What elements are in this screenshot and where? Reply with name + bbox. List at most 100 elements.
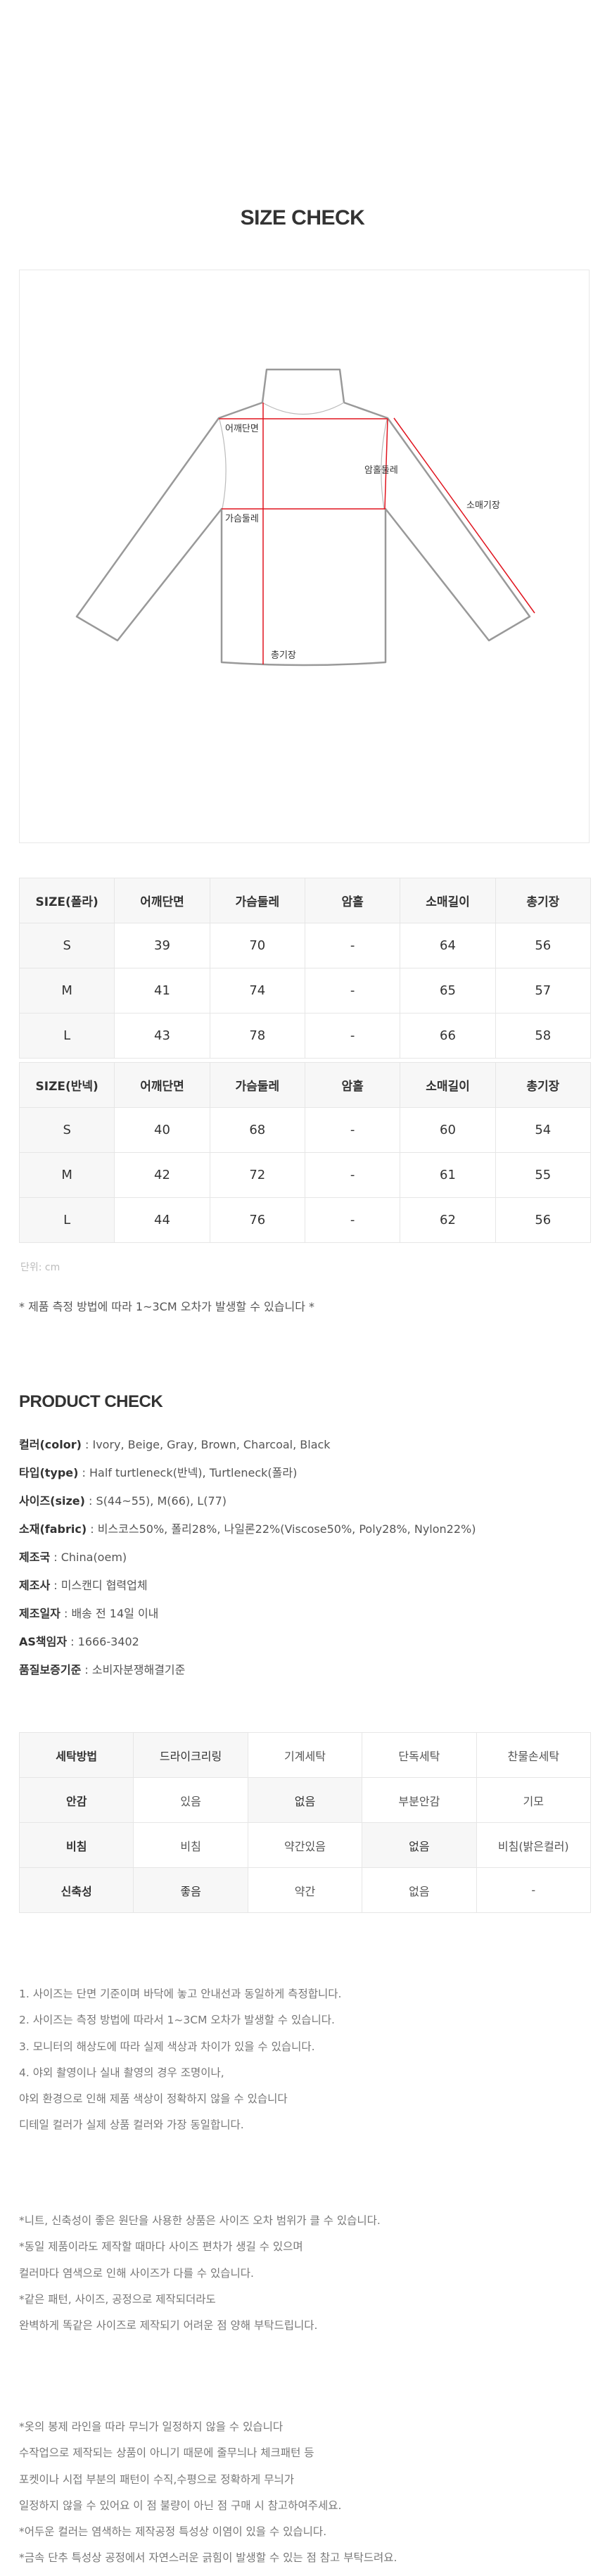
header-cell: 소매길이	[400, 1062, 496, 1108]
info-value: : 미스캔디 협력업체	[50, 1579, 148, 1592]
care-row-washing: 세탁방법 드라이크리링 기계세탁 단독세탁 찬물손세탁	[18, 1732, 592, 1778]
note-line: 3. 모니터의 해상도에 따라 실제 색상과 차이가 있을 수 있습니다.	[19, 2040, 315, 2053]
armhole-line	[384, 418, 388, 510]
table-cell: 76	[209, 1197, 305, 1243]
note-line: *옷의 봉제 라인을 따라 무늬가 일정하지 않을 수 있습니다	[19, 2420, 284, 2433]
info-value: : 1666-3402	[67, 1635, 139, 1648]
unit-label: 단위: cm	[20, 1262, 60, 1273]
product-info-date: 제조일자 : 배송 전 14일 이내	[19, 1605, 476, 1633]
care-info-table: 세탁방법 드라이크리링 기계세탁 단독세탁 찬물손세탁 안감 있음 없음 부분안감 기모 비침 비…	[18, 1732, 592, 1913]
product-info-list: 컬러(color) : Ivory, Beige, Gray, Brown, C…	[19, 1436, 476, 1689]
label-sleeve: 소매기장	[466, 500, 500, 511]
size-table-turtleneck: SIZE(폴라) 어깨단면 가슴둘레 암홀 소매길이 총기장 S 39 70-64 5…	[18, 878, 592, 1059]
notes-group-knit: *니트, 신축성이 좋은 원단을 사용한 상품은 사이즈 오차 범위가 클 수 …	[19, 2212, 381, 2343]
info-label: 컬러(color)	[19, 1438, 82, 1451]
info-label: 소재(fabric)	[19, 1522, 87, 1536]
table-cell: 54	[495, 1107, 592, 1153]
neckline	[262, 402, 345, 415]
size-cell: M	[18, 1152, 115, 1198]
care-cell: 기계세탁	[247, 1732, 363, 1778]
note-line: 4. 야외 촬영이나 실내 촬영의 경우 조명이나,	[19, 2066, 224, 2079]
care-label: 세탁방법	[18, 1732, 134, 1778]
note-line: 컬러마다 염색으로 인해 사이즈가 다를 수 있습니다.	[19, 2266, 254, 2280]
notes-group-pattern: *옷의 봉제 라인을 따라 무늬가 일정하지 않을 수 있습니다 수작업으로 제…	[19, 2418, 397, 2576]
measurement-note: * 제품 측정 방법에 따라 1~3CM 오차가 발생할 수 있습니다 *	[19, 1300, 315, 1313]
care-cell: 약간있음	[247, 1822, 363, 1868]
measurement-diagram	[19, 270, 590, 843]
note-line: *같은 패턴, 사이즈, 공정으로 제작되더라도	[19, 2292, 216, 2306]
table-cell: -	[304, 1152, 401, 1198]
table-cell: 43	[114, 1013, 210, 1059]
table-cell: 60	[400, 1107, 496, 1153]
jacket-outline	[75, 368, 531, 667]
sleeve-line	[393, 417, 535, 614]
header-cell: 어깨단면	[114, 1062, 210, 1108]
size-cell: L	[18, 1197, 115, 1243]
info-value: : S(44~55), M(66), L(77)	[84, 1494, 227, 1508]
table-cell: -	[304, 1013, 401, 1059]
body-outline	[75, 401, 531, 667]
note-line: 디테일 컬러가 실제 상품 컬러와 가장 동일합니다.	[19, 2119, 244, 2132]
label-chest: 가슴둘레	[225, 514, 259, 524]
table-header-row: SIZE(폴라) 어깨단면 가슴둘레 암홀 소매길이 총기장	[18, 878, 592, 923]
product-info-color: 컬러(color) : Ivory, Beige, Gray, Brown, C…	[19, 1436, 476, 1464]
table-cell: 42	[114, 1152, 210, 1198]
note-line: *니트, 신축성이 좋은 원단을 사용한 상품은 사이즈 오차 범위가 클 수 …	[19, 2214, 381, 2227]
info-label: 제조사	[19, 1579, 51, 1592]
note-line: 완벽하게 똑같은 사이즈로 제작되기 어려운 점 양해 부탁드립니다.	[19, 2319, 318, 2332]
info-value: : 비스코스50%, 폴리28%, 나일론22%(Viscose50%, Pol…	[87, 1522, 476, 1536]
notes-group-size-color: 1. 사이즈는 단면 기준이며 바닥에 놓고 안내선과 동일하게 측정합니다. …	[19, 1985, 341, 2143]
table-cell: 65	[400, 968, 496, 1014]
note-line: 포켓이나 시접 부분의 패턴이 수직,수평으로 정확하게 무늬가	[19, 2473, 294, 2486]
size-table-half-turtleneck: SIZE(반넥) 어깨단면 가슴둘레 암홀 소매길이 총기장 S 40 68-60 5…	[18, 1062, 592, 1243]
info-value: : China(oem)	[50, 1551, 127, 1564]
info-value: : 배송 전 14일 이내	[60, 1607, 159, 1620]
note-line: *동일 제품이라도 제작할 때마다 사이즈 편차가 생길 수 있으며	[19, 2240, 303, 2254]
info-value: : Ivory, Beige, Gray, Brown, Charcoal, B…	[81, 1438, 331, 1451]
care-row-stretch: 신축성 좋음 약간 없음 -	[18, 1867, 592, 1913]
product-info-country: 제조국 : China(oem)	[19, 1548, 476, 1577]
header-cell: 소매길이	[400, 878, 496, 923]
note-line: *금속 단추 특성상 공정에서 자연스러운 긁힘이 발생할 수 있는 점 참고 …	[19, 2551, 397, 2565]
table-cell: 72	[209, 1152, 305, 1198]
note-line: 일정하지 않을 수 있어요 이 점 불량이 아닌 점 구매 시 참고하여주세요.	[19, 2499, 342, 2512]
table-cell: -	[304, 1107, 401, 1153]
info-value: : 소비자분쟁해결기준	[81, 1663, 186, 1677]
label-shoulder: 어깨단면	[225, 424, 259, 434]
note-line: 1. 사이즈는 단면 기준이며 바닥에 놓고 안내선과 동일하게 측정합니다.	[19, 1988, 342, 2000]
table-cell: 78	[209, 1013, 305, 1059]
table-cell: 40	[114, 1107, 210, 1153]
header-cell: SIZE(폴라)	[18, 878, 115, 923]
table-row: L 43 78-66 58	[18, 1013, 592, 1059]
table-cell: -	[304, 1197, 401, 1243]
info-label: 제조국	[19, 1551, 51, 1564]
header-cell: 총기장	[495, 878, 592, 923]
care-cell: 없음	[247, 1777, 363, 1823]
collar-outline	[261, 368, 345, 403]
product-info-as: AS책임자 : 1666-3402	[19, 1633, 476, 1661]
size-cell: S	[18, 1107, 115, 1153]
table-cell: 64	[400, 923, 496, 968]
size-cell: M	[18, 968, 115, 1014]
table-cell: -	[304, 923, 401, 968]
care-row-lining: 안감 있음 없음 부분안감 기모	[18, 1777, 592, 1823]
table-cell: 70	[209, 923, 305, 968]
info-label: 품질보증기준	[19, 1663, 82, 1677]
care-cell: 좋음	[133, 1867, 248, 1913]
care-cell: 부분안감	[362, 1777, 477, 1823]
right-armhole-curve	[381, 419, 388, 510]
label-armhole: 암홀둘레	[364, 465, 398, 476]
size-cell: S	[18, 923, 115, 968]
product-check-title: PRODUCT CHECK	[19, 1392, 163, 1411]
product-info-fabric: 소재(fabric) : 비스코스50%, 폴리28%, 나일론22%(Visc…	[19, 1520, 476, 1548]
header-cell: 암홀	[304, 878, 401, 923]
table-row: S 40 68-60 54	[18, 1107, 592, 1153]
header-cell: 총기장	[495, 1062, 592, 1108]
table-row: M 41 74-65 57	[18, 968, 592, 1014]
table-cell: 58	[495, 1013, 592, 1059]
header-cell: 가슴둘레	[209, 1062, 305, 1108]
table-cell: 39	[114, 923, 210, 968]
info-label: AS책임자	[19, 1635, 68, 1648]
care-cell: 없음	[362, 1867, 477, 1913]
table-cell: 74	[209, 968, 305, 1014]
